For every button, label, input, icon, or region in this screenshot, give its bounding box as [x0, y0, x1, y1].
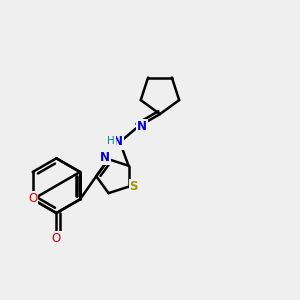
Text: N: N [100, 151, 110, 164]
Text: S: S [130, 180, 138, 193]
Text: N: N [112, 136, 122, 148]
Text: H: H [107, 136, 115, 146]
Text: O: O [28, 192, 37, 205]
Text: O: O [52, 232, 61, 245]
Text: N: N [137, 120, 147, 133]
